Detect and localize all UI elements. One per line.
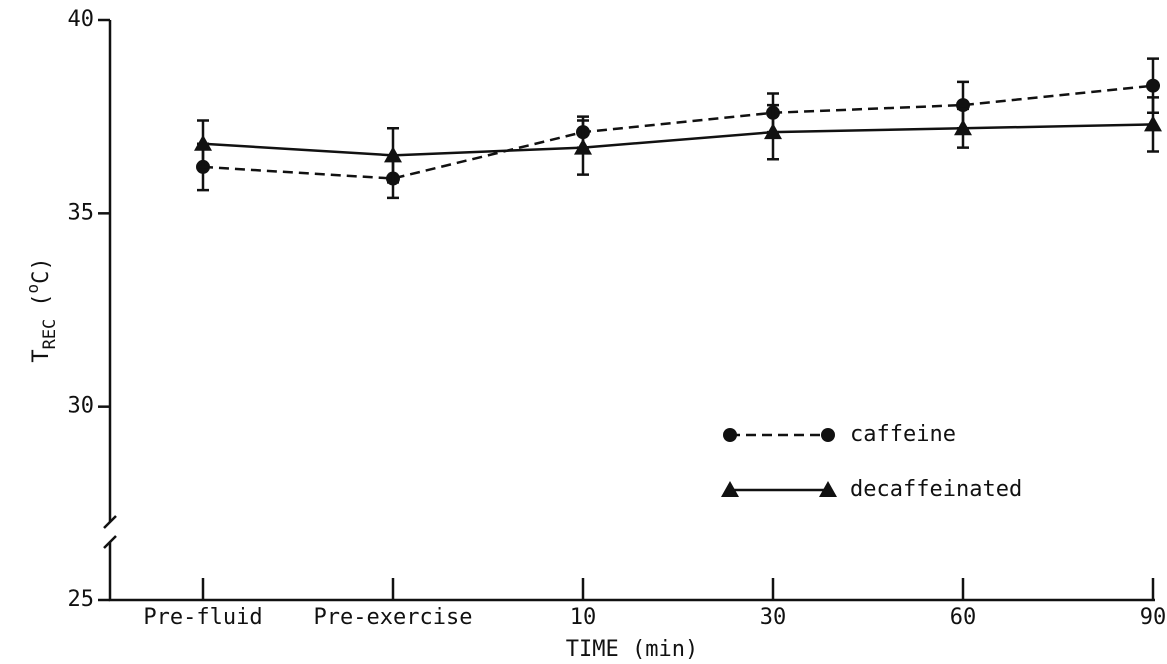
marker <box>954 119 972 136</box>
x-tick-label: 30 <box>760 605 787 630</box>
legend-label: caffeine <box>850 422 956 447</box>
legend-label: decaffeinated <box>850 477 1022 502</box>
y-label-unit: C) <box>29 257 54 284</box>
y-label-sup: o <box>23 284 42 294</box>
marker <box>723 428 737 442</box>
x-axis-label: TIME (min) <box>566 637 698 662</box>
y-axis-label: TREC (oC) <box>23 257 61 362</box>
marker <box>721 481 739 497</box>
y-axis <box>108 20 1155 602</box>
y-label-paren: ( <box>29 293 54 306</box>
marker <box>821 428 835 442</box>
marker <box>384 146 402 163</box>
x-tick-label: Pre-fluid <box>143 605 262 630</box>
marker <box>1146 78 1160 93</box>
y-tick-label: 40 <box>68 7 95 32</box>
y-label-main: T <box>29 349 54 362</box>
y-tick-label: 30 <box>68 394 95 419</box>
axis-break <box>103 515 117 549</box>
marker <box>194 134 212 151</box>
x-tick-label: 90 <box>1140 605 1167 630</box>
marker <box>574 138 592 155</box>
marker <box>1144 115 1162 132</box>
x-tick-label: 60 <box>950 605 977 630</box>
y-label-sub: REC <box>40 319 60 350</box>
series-line <box>202 84 1154 180</box>
y-tick-label: 35 <box>68 200 95 225</box>
series-line <box>202 123 1154 157</box>
marker <box>819 481 837 497</box>
marker <box>764 123 782 140</box>
y-tick-label: 25 <box>68 587 95 612</box>
x-tick-label: 10 <box>570 605 597 630</box>
x-tick-label: Pre-exercise <box>314 605 473 630</box>
